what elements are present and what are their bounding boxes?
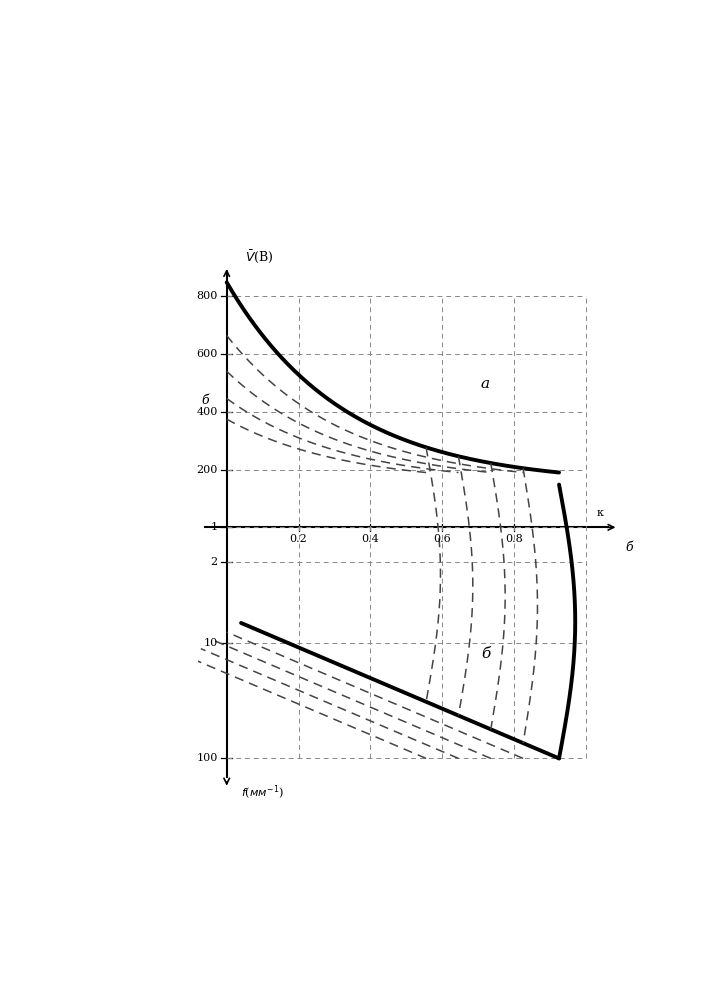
Text: к: к bbox=[597, 508, 604, 518]
Text: 600: 600 bbox=[197, 349, 218, 359]
Text: б: б bbox=[625, 541, 633, 554]
Text: а: а bbox=[481, 377, 490, 391]
Text: 0.2: 0.2 bbox=[290, 534, 308, 544]
Text: $\bar{V}$(B): $\bar{V}$(B) bbox=[245, 249, 273, 265]
Text: $f$($мм^{-1}$): $f$($мм^{-1}$) bbox=[241, 784, 284, 802]
Text: б: б bbox=[481, 647, 490, 661]
Text: 0.4: 0.4 bbox=[361, 534, 379, 544]
Text: 400: 400 bbox=[197, 407, 218, 417]
Text: 100: 100 bbox=[197, 753, 218, 763]
Text: б: б bbox=[201, 394, 209, 407]
Text: 10: 10 bbox=[204, 638, 218, 648]
Text: 0.6: 0.6 bbox=[433, 534, 451, 544]
Text: 800: 800 bbox=[197, 291, 218, 301]
Text: 1: 1 bbox=[211, 522, 218, 532]
Text: 2: 2 bbox=[211, 557, 218, 567]
Text: 0.8: 0.8 bbox=[506, 534, 523, 544]
Text: 200: 200 bbox=[197, 465, 218, 475]
